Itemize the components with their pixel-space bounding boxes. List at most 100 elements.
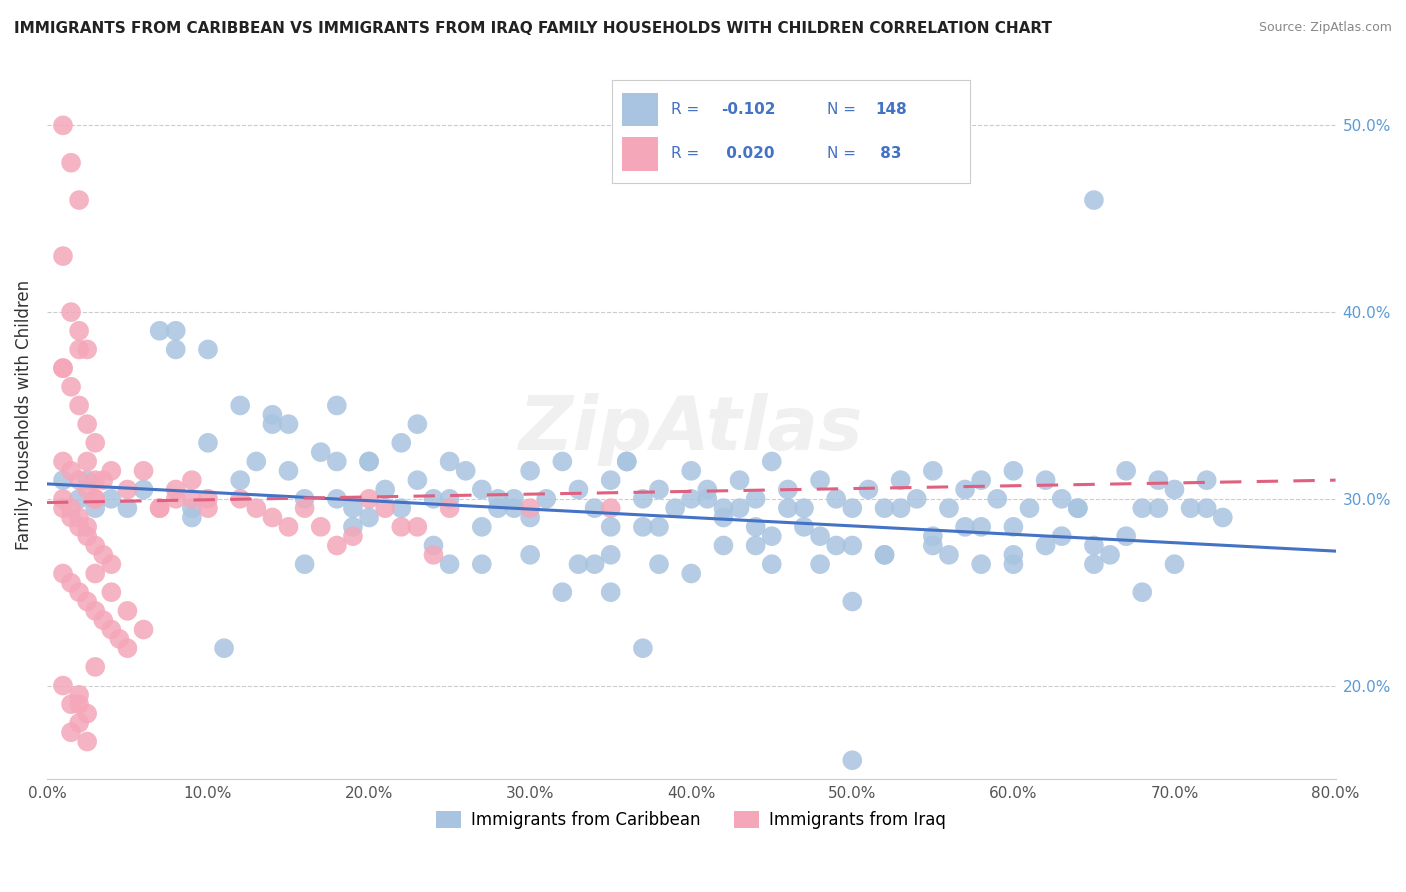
Point	[294, 557, 316, 571]
Point	[648, 520, 671, 534]
Point	[1163, 483, 1185, 497]
Point	[100, 557, 122, 571]
Point	[406, 473, 429, 487]
Point	[921, 464, 943, 478]
Point	[953, 520, 976, 534]
Point	[486, 491, 509, 506]
Point	[648, 557, 671, 571]
Point	[921, 539, 943, 553]
Point	[67, 688, 90, 702]
Point	[970, 520, 993, 534]
Point	[149, 501, 172, 516]
Point	[1067, 501, 1090, 516]
Point	[681, 491, 703, 506]
Point	[326, 399, 349, 413]
Point	[599, 473, 621, 487]
Point	[52, 361, 75, 376]
Point	[664, 501, 686, 516]
Point	[551, 454, 574, 468]
Text: N =: N =	[827, 145, 860, 161]
Point	[229, 491, 252, 506]
Point	[309, 520, 332, 534]
Point	[616, 454, 638, 468]
Point	[406, 417, 429, 431]
Point	[60, 305, 83, 319]
Point	[728, 501, 751, 516]
Point	[342, 520, 364, 534]
Text: R =: R =	[671, 102, 704, 117]
Point	[277, 417, 299, 431]
Point	[262, 510, 284, 524]
Point	[117, 483, 139, 497]
Point	[309, 445, 332, 459]
Point	[245, 501, 267, 516]
Point	[326, 491, 349, 506]
Point	[60, 501, 83, 516]
Point	[1099, 548, 1122, 562]
Point	[52, 491, 75, 506]
Point	[744, 539, 766, 553]
Point	[60, 697, 83, 711]
Point	[108, 632, 131, 646]
Point	[1035, 539, 1057, 553]
Point	[551, 585, 574, 599]
Point	[52, 249, 75, 263]
Point	[149, 324, 172, 338]
Point	[76, 706, 98, 721]
Point	[60, 155, 83, 169]
Point	[873, 548, 896, 562]
Point	[713, 501, 735, 516]
Point	[60, 575, 83, 590]
Point	[60, 380, 83, 394]
Point	[841, 501, 863, 516]
Point	[808, 557, 831, 571]
Point	[439, 491, 461, 506]
Point	[76, 454, 98, 468]
Point	[342, 529, 364, 543]
Point	[873, 548, 896, 562]
Point	[1195, 501, 1218, 516]
Point	[599, 520, 621, 534]
Point	[471, 520, 494, 534]
Point	[631, 491, 654, 506]
Point	[536, 491, 558, 506]
Point	[389, 501, 412, 516]
Point	[67, 715, 90, 730]
Text: Source: ZipAtlas.com: Source: ZipAtlas.com	[1258, 21, 1392, 34]
Point	[761, 454, 783, 468]
Point	[1002, 520, 1025, 534]
Text: N =: N =	[827, 102, 860, 117]
Point	[60, 464, 83, 478]
Point	[519, 510, 541, 524]
Point	[389, 435, 412, 450]
Point	[439, 454, 461, 468]
Point	[648, 483, 671, 497]
Point	[52, 679, 75, 693]
Point	[52, 566, 75, 581]
Point	[986, 491, 1008, 506]
Point	[970, 557, 993, 571]
Point	[357, 454, 380, 468]
Point	[793, 501, 815, 516]
Point	[1067, 501, 1090, 516]
Point	[1083, 193, 1105, 207]
Point	[84, 501, 107, 516]
Point	[471, 557, 494, 571]
Point	[52, 119, 75, 133]
Point	[197, 501, 219, 516]
Point	[808, 529, 831, 543]
Point	[873, 501, 896, 516]
Point	[1050, 491, 1073, 506]
Point	[486, 501, 509, 516]
Point	[357, 454, 380, 468]
Point	[67, 193, 90, 207]
Point	[76, 483, 98, 497]
Point	[583, 557, 606, 571]
Point	[713, 539, 735, 553]
Point	[180, 491, 202, 506]
Point	[503, 491, 526, 506]
Point	[277, 520, 299, 534]
Point	[132, 483, 155, 497]
Point	[1115, 529, 1137, 543]
Point	[1130, 585, 1153, 599]
